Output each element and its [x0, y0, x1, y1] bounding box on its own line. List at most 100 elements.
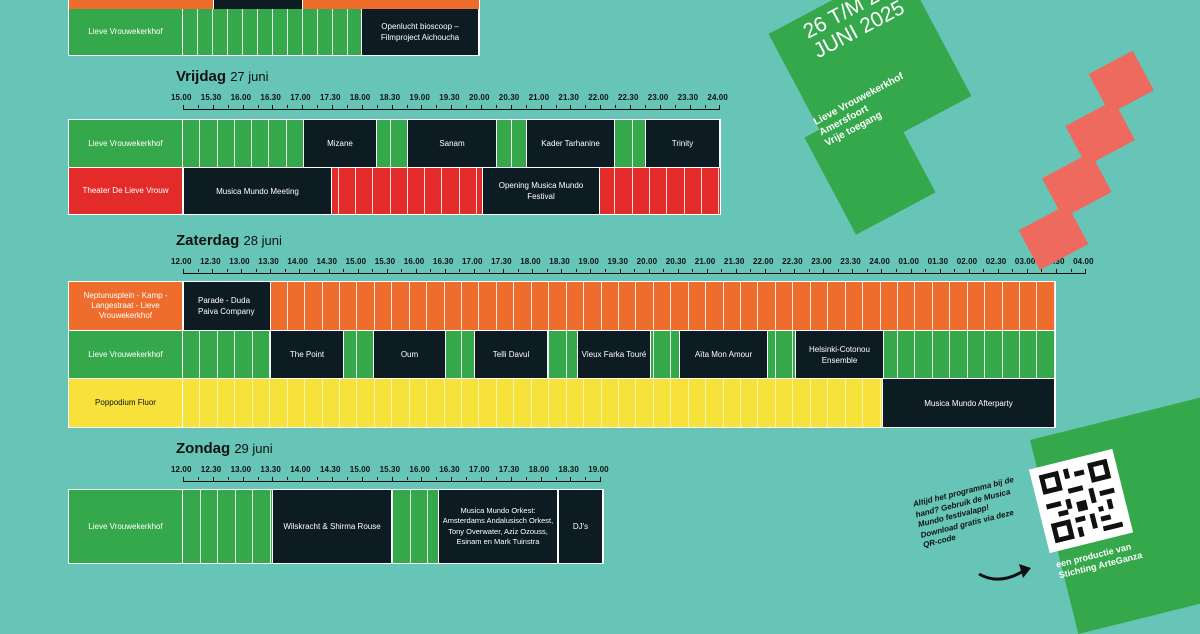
time-tick-mark [546, 269, 548, 272]
time-tick-mark [444, 269, 446, 274]
time-tick-mark [197, 269, 199, 272]
grid-cell [567, 282, 585, 330]
grid-cell [898, 331, 916, 378]
time-tick-mark [372, 269, 374, 272]
grid-cell [479, 282, 497, 330]
time-tick-label: 16.30 [260, 93, 281, 102]
venue-label: Lieve Vrouwekerkhof [69, 331, 183, 378]
time-tick-mark [585, 105, 587, 108]
grid-cell [479, 379, 497, 427]
grid-cell [200, 379, 218, 427]
time-tick-mark [284, 269, 286, 272]
venue-label: Poppodium Fluor [69, 379, 183, 427]
time-tick-label: 15.30 [374, 257, 396, 266]
grid-cell [758, 379, 776, 427]
grid-cell [633, 168, 651, 214]
time-tick-mark [376, 477, 378, 480]
time-tick-label: 15.00 [345, 257, 367, 266]
grid-cell [968, 331, 986, 378]
event-block: Aïta Mon Amour [679, 331, 768, 378]
time-tick-mark [1085, 269, 1087, 274]
time-tick-mark [183, 477, 184, 482]
grid-cell [287, 120, 305, 167]
grid-cell [340, 379, 358, 427]
time-tick-label: 15.00 [171, 93, 192, 102]
day-title-saturday: Zaterdag 28 juni [176, 232, 282, 249]
grid-cell [318, 9, 333, 55]
grid-cell [619, 379, 637, 427]
grid-cell [811, 379, 829, 427]
grid-cell [375, 379, 393, 427]
qr-code-icon[interactable] [1028, 448, 1134, 554]
grid-cell [615, 120, 633, 167]
time-tick-mark [1012, 269, 1014, 272]
venue-label: Lieve Vrouwekerkhof [69, 120, 183, 167]
time-tick-mark [302, 105, 304, 110]
time-tick-label: 16.30 [439, 465, 460, 474]
time-tick-mark [451, 477, 453, 482]
time-tick-label: 18.00 [528, 465, 550, 474]
time-tick-label: 22.30 [618, 93, 639, 102]
grid-cell [333, 9, 348, 55]
time-tick-mark [313, 269, 315, 272]
time-tick-label: 15.30 [200, 93, 222, 102]
grid-cell [391, 120, 408, 167]
time-tick-mark [706, 269, 708, 274]
time-tick-mark [983, 269, 985, 272]
time-tick-label: 12.30 [200, 465, 222, 474]
grid-cell [549, 379, 567, 427]
grid-cell [323, 379, 340, 427]
grid-cell [584, 282, 602, 330]
grid-cell [532, 282, 550, 330]
time-tick-mark [212, 105, 214, 110]
time-tick-mark [555, 105, 557, 108]
day-date: 27 juni [230, 69, 269, 84]
grid-cell [376, 490, 393, 563]
time-tick-mark [421, 105, 423, 110]
top-fragment-grid: Lieve Vrouwekerkhof Openlucht bioscoop –… [68, 0, 480, 56]
grid-cell [863, 282, 881, 330]
grid-cell [514, 379, 532, 427]
time-tick-mark [430, 269, 432, 272]
time-tick-mark [255, 269, 257, 272]
grid-cell [321, 168, 339, 214]
qr-pattern [1038, 458, 1124, 544]
schedule-row: Theater De Lieve Vrouw [69, 168, 720, 214]
grid-cell [706, 379, 724, 427]
grid-cell [758, 282, 776, 330]
event-block: Helsinki-Cotonou Ensemble [795, 331, 884, 378]
time-tick-mark [540, 105, 542, 110]
event-block: Trinity [645, 120, 720, 167]
grid-cell [898, 282, 916, 330]
grid-cell [654, 331, 672, 378]
time-tick-mark [361, 105, 363, 110]
grid-cell [183, 490, 201, 563]
grid-cell [863, 379, 881, 427]
time-tick-mark [466, 105, 468, 108]
grid-cell [288, 9, 303, 55]
time-tick-mark [997, 269, 999, 274]
time-tick-mark [376, 105, 378, 108]
event-block: Telli Davul [474, 331, 548, 378]
grid-cell [689, 379, 707, 427]
grid-cell [654, 282, 672, 330]
time-tick-mark [317, 477, 319, 480]
event-block: Musica Mundo Orkest: Amsterdams Andalusi… [438, 490, 558, 563]
time-tick-mark [600, 105, 602, 110]
time-tick-mark [619, 269, 621, 274]
grid-cell [410, 379, 428, 427]
time-tick-mark [895, 269, 897, 272]
time-tick-mark [644, 105, 646, 108]
time-tick-label: 13.00 [230, 465, 252, 474]
grid-cell [201, 490, 218, 563]
time-tick-mark [570, 477, 572, 482]
time-tick-mark [704, 105, 706, 108]
time-tick-mark [227, 105, 229, 108]
time-tick-mark [866, 269, 868, 272]
time-tick-label: 04.00 [1073, 257, 1094, 266]
time-tick-mark [241, 269, 243, 274]
time-tick-label: 14.00 [290, 465, 311, 474]
time-tick-mark [495, 105, 497, 108]
time-tick-mark [1070, 269, 1072, 272]
time-axis-line [183, 481, 601, 482]
